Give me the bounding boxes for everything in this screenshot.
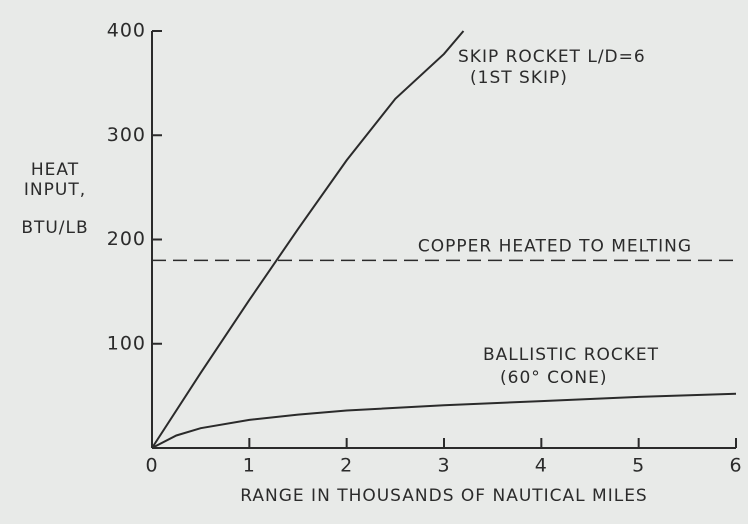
- x-axis-label: RANGE IN THOUSANDS OF NAUTICAL MILES: [240, 486, 647, 506]
- x-tick-label: 1: [243, 455, 256, 477]
- y-label-line: HEAT: [31, 160, 79, 180]
- y-label-line: INPUT,: [24, 180, 86, 200]
- x-tick-label: 5: [632, 455, 645, 477]
- series-note: (1ST SKIP): [470, 68, 568, 88]
- y-tick-label: 300: [107, 124, 146, 146]
- line: [151, 392, 737, 449]
- x-tick-label: 2: [340, 455, 353, 477]
- y-tick-label: 400: [107, 20, 146, 42]
- line: [151, 30, 465, 449]
- y-tick-label: 100: [107, 332, 146, 354]
- x-tick-label: 4: [535, 455, 548, 477]
- reference-label: COPPER HEATED TO MELTING: [418, 236, 692, 256]
- x-tick-label: 6: [729, 455, 742, 477]
- y-label-line: BTU/LB: [21, 218, 88, 238]
- x-tick-label: 0: [145, 455, 158, 477]
- series-label: SKIP ROCKET L/D=6: [458, 47, 646, 67]
- x-tick-label: 3: [437, 455, 450, 477]
- y-tick-label: 200: [107, 228, 146, 250]
- series-note: (60° CONE): [500, 368, 608, 388]
- series-label: BALLISTIC ROCKET: [483, 345, 659, 365]
